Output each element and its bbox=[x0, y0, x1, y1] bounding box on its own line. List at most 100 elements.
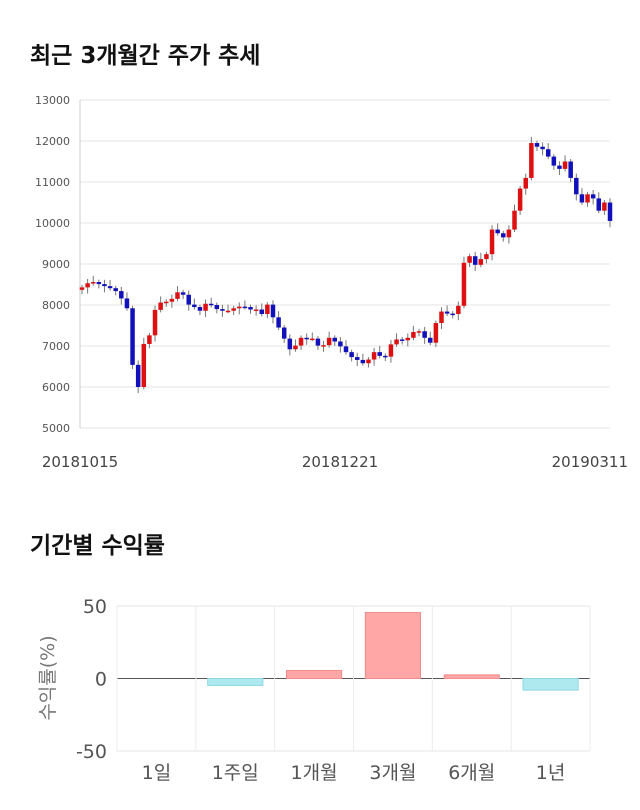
candle-body bbox=[545, 149, 551, 157]
candle-body bbox=[113, 288, 118, 292]
candle-body bbox=[439, 311, 444, 324]
candle-body bbox=[332, 337, 338, 342]
x-tick-label: 1주일 bbox=[212, 762, 259, 784]
candle-body bbox=[141, 343, 147, 387]
candle-body bbox=[579, 194, 585, 203]
candle-body bbox=[304, 337, 309, 340]
candle-body bbox=[501, 233, 506, 238]
candle-body bbox=[293, 345, 298, 350]
return-bar bbox=[522, 678, 579, 691]
candle-body bbox=[596, 198, 602, 211]
x-tick-label: 3개월 bbox=[369, 762, 416, 784]
candle-body bbox=[478, 259, 484, 265]
y-tick-label: 11000 bbox=[35, 176, 70, 189]
x-tick-label: 6개월 bbox=[448, 762, 495, 784]
candle-body bbox=[203, 303, 208, 311]
x-tick-label: 20181015 bbox=[42, 453, 118, 471]
candle-body bbox=[147, 335, 152, 344]
candle-body bbox=[270, 304, 276, 318]
candle-body bbox=[416, 331, 422, 333]
candle-body bbox=[208, 303, 214, 306]
y-tick-label: 50 bbox=[83, 596, 107, 618]
y-tick-label: 12000 bbox=[35, 135, 70, 148]
candle-body bbox=[383, 355, 388, 358]
candle-body bbox=[405, 337, 411, 341]
candle-body bbox=[461, 262, 467, 306]
y-tick-label: 13000 bbox=[35, 94, 70, 107]
candle-body bbox=[265, 304, 270, 315]
candle-body bbox=[388, 344, 394, 357]
candle-body bbox=[130, 308, 135, 365]
candle-body bbox=[298, 337, 304, 346]
candle-body bbox=[590, 194, 596, 199]
candle-body bbox=[472, 256, 478, 265]
candle-body bbox=[433, 323, 439, 343]
candle-body bbox=[214, 305, 220, 310]
returns-title: 기간별 수익률 bbox=[30, 533, 165, 559]
candle-body bbox=[360, 359, 366, 364]
candle-body bbox=[321, 345, 326, 347]
candle-body bbox=[276, 317, 281, 328]
candle-body bbox=[467, 256, 472, 263]
candle-body bbox=[349, 352, 354, 358]
candle-body bbox=[164, 301, 169, 304]
candle-body bbox=[253, 309, 259, 312]
candle-body bbox=[220, 309, 225, 311]
y-tick-label: 7000 bbox=[42, 340, 70, 353]
x-tick-label: 20181221 bbox=[302, 453, 378, 471]
candle-body bbox=[107, 286, 113, 289]
candle-body bbox=[338, 341, 343, 347]
candle-body bbox=[377, 352, 382, 356]
candle-body bbox=[529, 143, 534, 178]
candle-body bbox=[79, 287, 85, 290]
candle-body bbox=[444, 311, 450, 314]
y-tick-label: 9000 bbox=[42, 258, 70, 271]
candle-body bbox=[456, 305, 461, 315]
candle-body bbox=[602, 202, 607, 211]
candle-body bbox=[371, 352, 377, 360]
candle-body bbox=[512, 210, 517, 230]
returns-bar-chart: 50 0 -50 1일 1주일 1개월 3개월 6개월 1년 수익률(%) bbox=[37, 596, 591, 784]
candle-body bbox=[366, 359, 371, 364]
return-bar bbox=[285, 670, 343, 680]
candle-body bbox=[557, 165, 562, 169]
candle-body bbox=[281, 327, 287, 339]
candle-body bbox=[197, 307, 203, 311]
y-tick-label: 0 bbox=[95, 669, 107, 691]
candle-body bbox=[394, 339, 399, 345]
price-candlestick-chart: 13000 12000 11000 10000 9000 8000 7000 6000 5000… bbox=[35, 94, 628, 471]
y-tick-label: 5000 bbox=[42, 422, 70, 435]
candle-body bbox=[354, 357, 360, 360]
candle-body bbox=[585, 194, 590, 203]
candle-body bbox=[225, 310, 231, 313]
candle-body bbox=[96, 282, 102, 285]
candle-body bbox=[428, 337, 433, 343]
candle-body bbox=[119, 291, 124, 299]
candle-body bbox=[180, 292, 186, 295]
x-tick-label: 1일 bbox=[142, 762, 172, 784]
candle-body bbox=[158, 302, 163, 310]
candle-body bbox=[489, 229, 495, 255]
candle-body bbox=[495, 229, 500, 234]
y-axis-label: 수익률(%) bbox=[37, 635, 59, 720]
candle-body bbox=[192, 304, 197, 308]
candle-body bbox=[343, 346, 349, 353]
candle-body bbox=[551, 156, 557, 166]
candle-body bbox=[248, 307, 253, 310]
candle-body bbox=[506, 229, 512, 238]
candle-body bbox=[152, 309, 158, 336]
candle-body bbox=[315, 338, 321, 346]
candle-body bbox=[287, 338, 293, 350]
candle-body bbox=[242, 306, 248, 309]
x-tick-label: 20190311 bbox=[552, 453, 628, 471]
candle-body bbox=[231, 308, 236, 311]
return-bar bbox=[364, 612, 422, 679]
candle-body bbox=[85, 283, 90, 288]
candle-body bbox=[169, 298, 175, 302]
candle-body bbox=[607, 202, 613, 221]
candle-body bbox=[175, 292, 180, 299]
candle-body bbox=[450, 313, 455, 316]
candle-body bbox=[186, 294, 191, 305]
candle-body bbox=[310, 338, 315, 341]
return-bar bbox=[207, 678, 264, 686]
